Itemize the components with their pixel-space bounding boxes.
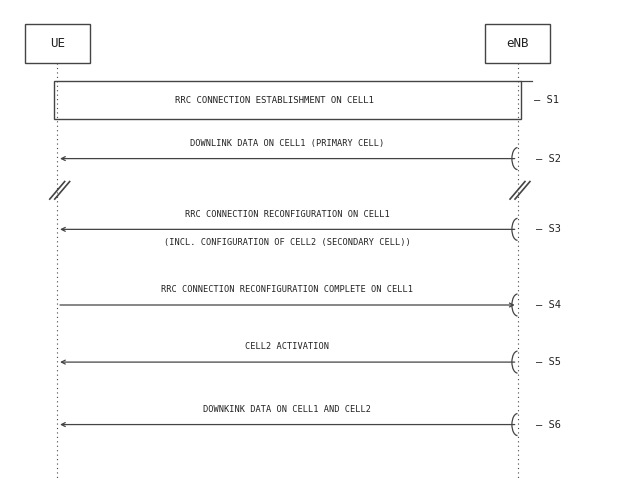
Text: DOWNKINK DATA ON CELL1 AND CELL2: DOWNKINK DATA ON CELL1 AND CELL2 (203, 405, 371, 414)
Text: — S3: — S3 (536, 224, 561, 234)
Text: — S1: — S1 (534, 95, 559, 105)
Text: DOWNLINK DATA ON CELL1 (PRIMARY CELL): DOWNLINK DATA ON CELL1 (PRIMARY CELL) (190, 139, 384, 148)
Bar (485, 24, 550, 63)
Bar (54, 81, 521, 119)
Text: CELL2 ACTIVATION: CELL2 ACTIVATION (245, 343, 330, 351)
Text: UE: UE (50, 38, 65, 50)
Text: (INCL. CONFIGURATION OF CELL2 (SECONDARY CELL)): (INCL. CONFIGURATION OF CELL2 (SECONDARY… (164, 238, 411, 247)
Text: eNB: eNB (506, 38, 529, 50)
Bar (25, 24, 90, 63)
Text: — S2: — S2 (536, 154, 561, 163)
Text: — S5: — S5 (536, 357, 561, 367)
Text: RRC CONNECTION RECONFIGURATION ON CELL1: RRC CONNECTION RECONFIGURATION ON CELL1 (185, 210, 390, 219)
Text: RRC CONNECTION RECONFIGURATION COMPLETE ON CELL1: RRC CONNECTION RECONFIGURATION COMPLETE … (161, 285, 414, 294)
Text: — S4: — S4 (536, 300, 561, 310)
Text: — S6: — S6 (536, 420, 561, 429)
Text: RRC CONNECTION ESTABLISHMENT ON CELL1: RRC CONNECTION ESTABLISHMENT ON CELL1 (175, 96, 374, 104)
